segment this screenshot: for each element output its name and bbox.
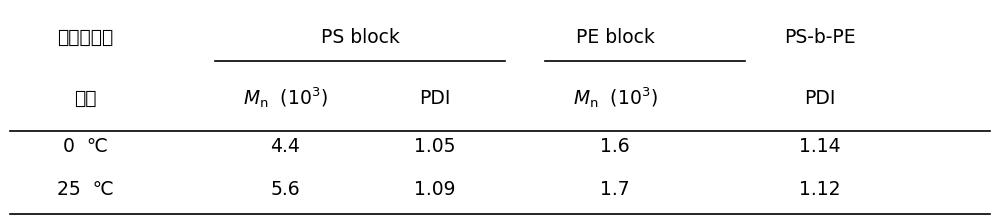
Text: 1.7: 1.7: [600, 180, 630, 199]
Text: 4.4: 4.4: [270, 136, 300, 156]
Text: 25  ℃: 25 ℃: [57, 180, 113, 199]
Text: 1.05: 1.05: [414, 136, 456, 156]
Text: 1.14: 1.14: [799, 136, 841, 156]
Text: PDI: PDI: [419, 89, 451, 108]
Text: PS-b-PE: PS-b-PE: [784, 28, 856, 47]
Text: 1.09: 1.09: [414, 180, 456, 199]
Text: $M_\mathrm{n}$  (10$^3$): $M_\mathrm{n}$ (10$^3$): [573, 86, 657, 111]
Text: PDI: PDI: [804, 89, 836, 108]
Text: PE block: PE block: [576, 28, 654, 47]
Text: 0  ℃: 0 ℃: [63, 136, 107, 156]
Text: 1.12: 1.12: [799, 180, 841, 199]
Text: 5.6: 5.6: [270, 180, 300, 199]
Text: PS block: PS block: [321, 28, 399, 47]
Text: 阴离子聚合: 阴离子聚合: [57, 28, 113, 47]
Text: 1.6: 1.6: [600, 136, 630, 156]
Text: 温度: 温度: [74, 89, 96, 108]
Text: $M_\mathrm{n}$  (10$^3$): $M_\mathrm{n}$ (10$^3$): [243, 86, 327, 111]
